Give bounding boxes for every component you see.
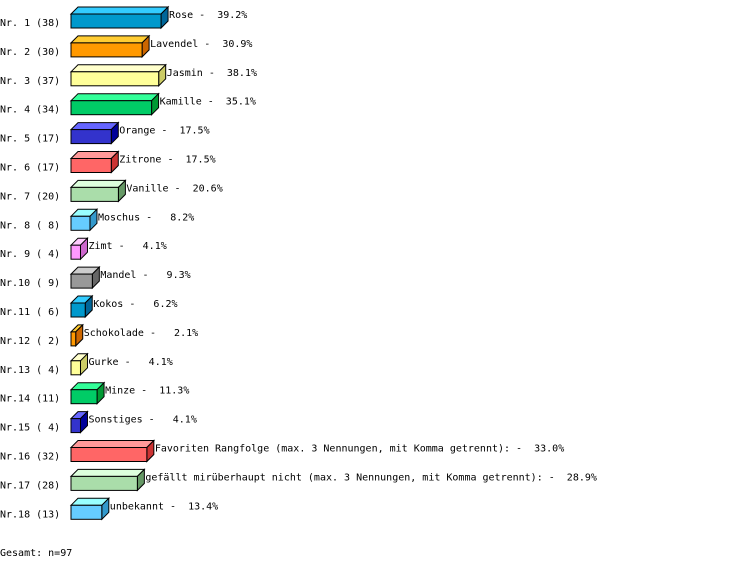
bar <box>70 273 93 289</box>
row-rank-label: Nr.18 (13) <box>0 509 60 520</box>
bar-top <box>69 93 160 102</box>
row-rank-label: Nr. 7 (20) <box>0 191 60 202</box>
bar-value-label: Zimt - 4.1% <box>88 241 166 252</box>
bar-value-label: Rose - 39.2% <box>169 10 247 21</box>
row-rank-label: Nr.12 ( 2) <box>0 336 60 347</box>
bar <box>70 331 77 347</box>
bar <box>70 71 160 87</box>
bar <box>70 215 91 231</box>
bar-value-label: Zitrone - 17.5% <box>119 155 215 166</box>
row-rank-label: Nr. 4 (34) <box>0 105 60 116</box>
bar-value-label: Mandel - 9.3% <box>100 270 190 281</box>
bar-value-label: Minze - 11.3% <box>105 386 189 397</box>
bar-value-label: Sonstiges - 4.1% <box>88 415 196 426</box>
row-rank-label: Nr.14 (11) <box>0 394 60 405</box>
bar <box>70 186 119 202</box>
bar-value-label: Jasmin - 38.1% <box>167 68 257 79</box>
total-count: Gesamt: n=97 <box>0 548 73 559</box>
row-rank-label: Nr. 8 ( 8) <box>0 220 60 231</box>
bar-top <box>69 151 120 159</box>
row-rank-label: Nr.15 ( 4) <box>0 423 60 434</box>
bar-top <box>69 6 170 15</box>
bar-value-label: Lavendel - 30.9% <box>150 39 252 50</box>
bar-value-label: Kamille - 35.1% <box>160 97 256 108</box>
row-rank-label: Nr.13 ( 4) <box>0 365 60 376</box>
row-rank-label: Nr.10 ( 9) <box>0 278 60 289</box>
bar <box>70 244 81 260</box>
bar <box>70 475 138 491</box>
row-rank-label: Nr.17 (28) <box>0 480 60 491</box>
bar <box>70 13 162 29</box>
bar <box>70 158 112 173</box>
row-rank-label: Nr. 2 (30) <box>0 47 60 58</box>
row-rank-label: Nr.11 ( 6) <box>0 307 60 318</box>
bar-value-label: unbekannt - 13.4% <box>110 501 218 512</box>
bar <box>70 129 112 145</box>
bar-value-label: Orange - 17.5% <box>119 126 209 137</box>
bar <box>70 302 86 318</box>
bar-top <box>69 440 156 448</box>
bar <box>70 42 143 58</box>
row-rank-label: Nr. 1 (38) <box>0 18 60 29</box>
bar <box>70 447 148 462</box>
row-rank-label: Nr. 3 (37) <box>0 76 60 87</box>
bar-top <box>69 64 167 73</box>
row-rank-label: Nr.16 (32) <box>0 452 60 463</box>
bar <box>70 504 103 520</box>
bar <box>70 389 98 405</box>
bar-value-label: Favoriten Rangfolge (max. 3 Nennungen, m… <box>155 444 564 455</box>
bar <box>70 418 81 434</box>
bar-value-label: Vanille - 20.6% <box>126 183 222 194</box>
bar-value-label: Kokos - 6.2% <box>93 299 177 310</box>
bar-top <box>69 179 127 188</box>
bar-value-label: Schokolade - 2.1% <box>84 328 198 339</box>
bar-value-label: Gurke - 4.1% <box>88 357 172 368</box>
bar <box>70 360 81 376</box>
bar-top <box>69 122 120 131</box>
row-rank-label: Nr. 5 (17) <box>0 134 60 145</box>
row-rank-label: Nr. 6 (17) <box>0 163 60 174</box>
bar-value-label: gefällt mirüberhaupt nicht (max. 3 Nennu… <box>145 472 597 483</box>
bar <box>70 100 153 116</box>
bar-value-label: Moschus - 8.2% <box>98 212 194 223</box>
row-rank-label: Nr. 9 ( 4) <box>0 249 60 260</box>
bar-top <box>69 468 146 477</box>
bar-top <box>69 35 151 44</box>
